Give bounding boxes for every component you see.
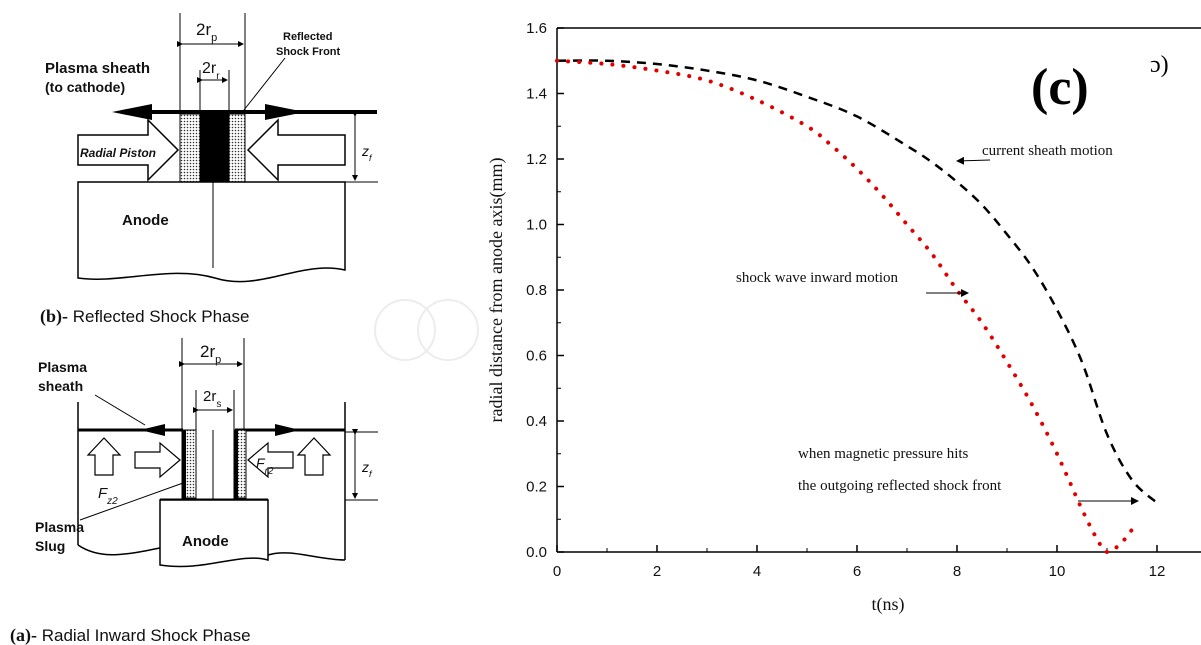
x-ticks: 0 2 4 6 8 10 12: [553, 545, 1166, 580]
watermark: [374, 299, 479, 361]
a-2rp-label: 2rp: [200, 342, 221, 366]
series-dashed-line: [556, 59, 1158, 504]
y-axis-title: radial distance from anode axis(mm): [486, 158, 507, 423]
b-reflected-label: Reflected: [283, 31, 333, 43]
x-tick-label: 6: [853, 563, 861, 580]
b-2rr-label: 2rr: [202, 60, 220, 82]
a-zf-label: zf: [361, 459, 373, 479]
b-shock-front-label: Shock Front: [276, 46, 341, 58]
y-tick-label: 1.0: [526, 217, 547, 234]
annotation-current-sheath: current sheath motion: [982, 143, 1113, 159]
a-fr2-label: Fr2: [256, 455, 274, 477]
x-axis-title: t(ns): [872, 594, 905, 615]
y-tick-label: 0.8: [526, 282, 547, 299]
a-caption: (a)- Radial Inward Shock Phase: [10, 625, 251, 645]
x-tick-label: 12: [1149, 563, 1166, 580]
a-fz2-label: Fz2: [98, 485, 118, 507]
series-group: [555, 58, 1158, 554]
a-2rs-label: 2rs: [203, 388, 221, 410]
b-zf-label: zf: [361, 143, 373, 163]
b-2rp-label: 2rp: [196, 20, 217, 44]
a-anode-label: Anode: [182, 533, 229, 550]
x-tick-label: 8: [953, 563, 961, 580]
panel-label: (c): [1031, 59, 1089, 116]
a-plasma-slug-label-2: Slug: [35, 538, 65, 554]
panel-corner-glyph: ɔ): [1150, 52, 1169, 78]
diagram-reflected-shock-phase: 2rp 2rr Reflected Shock Front Plasma she…: [40, 13, 378, 327]
y-tick-label: 0.4: [526, 413, 547, 430]
annotation-reflected-shock-front: the outgoing reflected shock front: [798, 478, 1002, 494]
y-ticks: 0.0 0.2 0.4 0.6 0.8 1.0 1.2 1.4 1.6: [526, 20, 564, 561]
chart-panel-c: 0.0 0.2 0.4 0.6 0.8 1.0 1.2 1.4 1.6 0 2 4 6 8 10 12 t(…: [486, 20, 1201, 615]
annotation-shock-wave: shock wave inward motion: [736, 270, 899, 286]
x-tick-label: 10: [1049, 563, 1066, 580]
y-tick-label: 1.6: [526, 20, 547, 37]
y-tick-label: 0.0: [526, 544, 547, 561]
b-piston-label: Radial Piston: [80, 146, 156, 160]
annotation-magnetic-pressure: when magnetic pressure hits: [798, 446, 969, 462]
y-tick-label: 1.4: [526, 86, 547, 103]
y-tick-label: 1.2: [526, 151, 547, 168]
b-to-cathode-label: (to cathode): [45, 79, 125, 95]
series-dotted-line: [555, 58, 1139, 554]
x-tick-label: 4: [753, 563, 761, 580]
y-tick-label: 0.2: [526, 479, 547, 496]
y-tick-label: 0.6: [526, 348, 547, 365]
b-caption: (b)- Reflected Shock Phase: [40, 306, 249, 327]
b-anode-label: Anode: [122, 212, 169, 229]
a-plasma-label: Plasma: [38, 359, 87, 375]
x-tick-label: 2: [653, 563, 661, 580]
diagram-radial-inward-shock-phase: 2rp 2rs Plasma sheath Fz2: [10, 338, 378, 645]
a-plasma-slug-label-1: Plasma: [35, 519, 84, 535]
a-sheath-label: sheath: [38, 378, 83, 394]
b-sheath-label: Plasma sheath: [45, 60, 150, 77]
x-tick-label: 0: [553, 563, 561, 580]
